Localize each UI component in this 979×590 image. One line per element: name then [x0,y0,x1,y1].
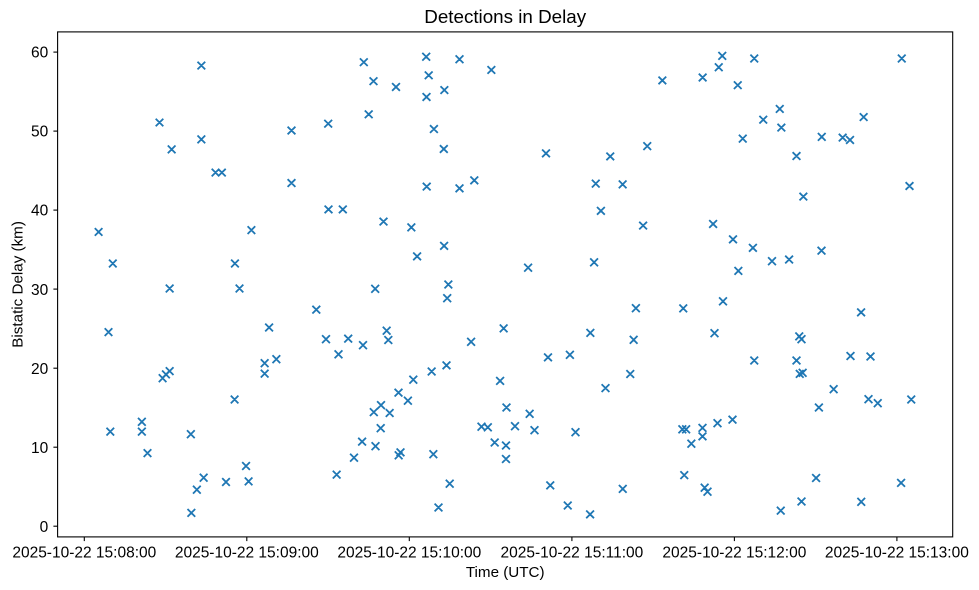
svg-text:2025-10-22 15:09:00: 2025-10-22 15:09:00 [175,545,319,562]
svg-text:2025-10-22 15:12:00: 2025-10-22 15:12:00 [662,545,806,562]
svg-text:0: 0 [40,519,49,536]
svg-text:2025-10-22 15:11:00: 2025-10-22 15:11:00 [501,545,644,562]
svg-text:Bistatic Delay (km): Bistatic Delay (km) [10,221,27,348]
svg-text:50: 50 [31,124,49,141]
svg-text:Detections in Delay: Detections in Delay [424,6,586,27]
svg-text:Time (UTC): Time (UTC) [466,564,545,581]
svg-text:10: 10 [31,440,49,457]
svg-text:60: 60 [31,45,49,62]
svg-text:20: 20 [31,361,49,378]
svg-text:30: 30 [31,282,49,299]
svg-text:2025-10-22 15:10:00: 2025-10-22 15:10:00 [337,545,481,562]
svg-text:40: 40 [31,203,49,220]
svg-text:2025-10-22 15:13:00: 2025-10-22 15:13:00 [825,545,969,562]
svg-text:2025-10-22 15:08:00: 2025-10-22 15:08:00 [12,545,156,562]
